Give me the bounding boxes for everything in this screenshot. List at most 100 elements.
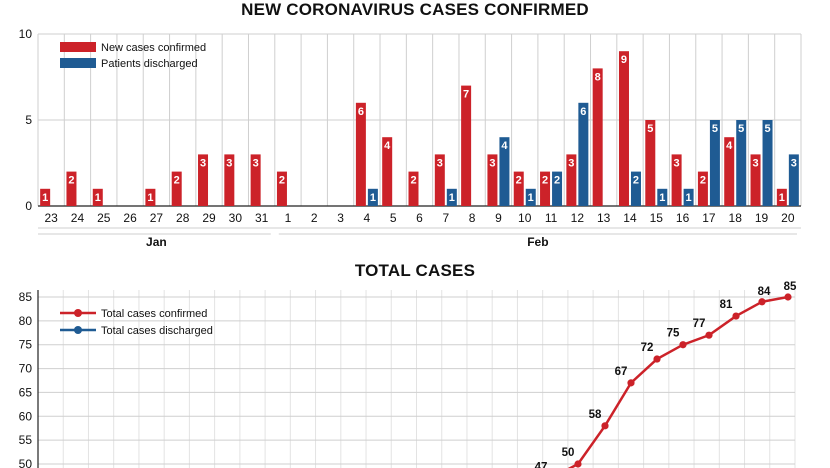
bar-confirmed [697,171,708,206]
bar-confirmed [66,171,77,206]
bar-chart-xtick-label: 17 [702,211,716,225]
bar-discharged-label: 2 [554,175,560,187]
bar-chart-xtick-label: 3 [337,211,344,225]
line-point-confirmed [705,331,713,339]
bar-confirmed-label: 3 [568,157,574,169]
bar-discharged-label: 1 [370,192,376,204]
bar-confirmed [724,137,735,206]
bar-chart-xtick-label: 29 [202,211,216,225]
bar-confirmed-label: 2 [410,175,416,187]
line-point-label: 77 [693,318,706,330]
line-point-label: 50 [562,447,575,459]
bar-chart-xtick-label: 25 [97,211,111,225]
line-chart-ytick-label: 70 [19,362,33,376]
legend-swatch-confirmed [60,42,96,52]
bar-discharged [630,171,641,206]
bar-chart-group-label: Feb [527,235,548,249]
line-point-label: 75 [667,328,680,340]
bar-confirmed [592,68,603,207]
bar-discharged-label: 2 [633,175,639,187]
legend-marker-total-discharged [74,326,82,334]
bar-discharged [367,188,378,206]
bar-chart-xtick-label: 16 [676,211,690,225]
line-point-confirmed [627,379,635,387]
bar-discharged-label: 1 [449,192,455,204]
line-point-label: 72 [641,342,654,354]
bar-confirmed [145,188,156,206]
bar-discharged [762,120,773,206]
bar-confirmed [250,154,261,206]
bar-chart-xtick-label: 31 [255,211,269,225]
bar-confirmed-label: 6 [358,106,364,118]
line-chart-ytick-label: 65 [19,385,33,399]
line-point-confirmed [732,312,740,320]
line-total-confirmed [567,295,789,468]
bar-confirmed-label: 2 [542,175,548,187]
bar-discharged-label: 6 [580,106,586,118]
bar-discharged-label: 1 [686,192,692,204]
bar-confirmed-label: 1 [779,192,785,204]
bar-confirmed [645,120,656,206]
bar-chart-xtick-label: 23 [44,211,58,225]
bar-confirmed-label: 3 [200,157,206,169]
bar-confirmed-label: 2 [516,175,522,187]
bar-discharged-label: 5 [712,123,718,135]
line-chart-ytick-label: 60 [19,409,33,423]
bar-chart-xtick-label: 15 [650,211,664,225]
bar-chart-xtick-label: 18 [729,211,743,225]
bar-discharged [788,154,799,206]
bar-confirmed [434,154,445,206]
bar-confirmed-label: 7 [463,89,469,101]
bar-confirmed-label: 1 [147,192,153,204]
bar-chart-xtick-label: 4 [364,211,371,225]
bar-chart-xtick-label: 19 [755,211,769,225]
bar-chart-xtick-label: 20 [781,211,795,225]
bar-confirmed [671,154,682,206]
bar-chart-ytick-label: 5 [25,113,32,127]
bar-confirmed-label: 3 [437,157,443,169]
bar-confirmed [461,85,472,206]
bar-discharged [552,171,563,206]
bar-chart-xtick-label: 30 [229,211,243,225]
bar-confirmed [92,188,103,206]
bar-chart-xtick-label: 26 [123,211,137,225]
line-chart-ytick-label: 75 [19,338,33,352]
bar-confirmed [618,51,629,207]
line-point-confirmed [601,422,609,430]
line-point-confirmed [653,355,661,363]
bar-chart-xtick-label: 6 [416,211,423,225]
bar-confirmed-label: 8 [595,71,601,83]
bar-discharged-label: 5 [764,123,770,135]
line-point-confirmed [679,341,687,349]
line-point-confirmed [758,298,766,306]
legend-swatch-discharged [60,58,96,68]
bar-confirmed [355,102,366,206]
line-point-label: 67 [615,366,628,378]
bar-discharged-label: 1 [528,192,534,204]
bar-confirmed [382,137,393,206]
bar-confirmed [198,154,209,206]
line-point-label: 84 [758,286,771,298]
bar-discharged [446,188,457,206]
bar-confirmed-label: 3 [253,157,259,169]
bar-confirmed-label: 2 [68,175,74,187]
bar-discharged [578,102,589,206]
line-point-confirmed [784,293,792,301]
bar-chart-xtick-label: 27 [150,211,164,225]
bar-discharged [499,137,510,206]
legend-label-total-confirmed: Total cases confirmed [101,308,207,320]
bar-chart-xtick-label: 14 [623,211,637,225]
bar-confirmed [566,154,577,206]
chart-title-total-cases: TOTAL CASES [354,261,476,280]
bar-confirmed-label: 4 [384,140,391,152]
bar-chart-xtick-label: 28 [176,211,190,225]
line-chart-ytick-label: 85 [19,290,33,304]
bar-confirmed-label: 3 [674,157,680,169]
bar-chart-ytick-label: 10 [19,27,33,41]
bar-confirmed-label: 1 [42,192,48,204]
bar-chart-xtick-label: 24 [71,211,85,225]
bar-confirmed [776,188,787,206]
bar-chart-xtick-label: 7 [442,211,449,225]
bar-confirmed [540,171,551,206]
chart-title-new-cases: NEW CORONAVIRUS CASES CONFIRMED [241,0,589,19]
